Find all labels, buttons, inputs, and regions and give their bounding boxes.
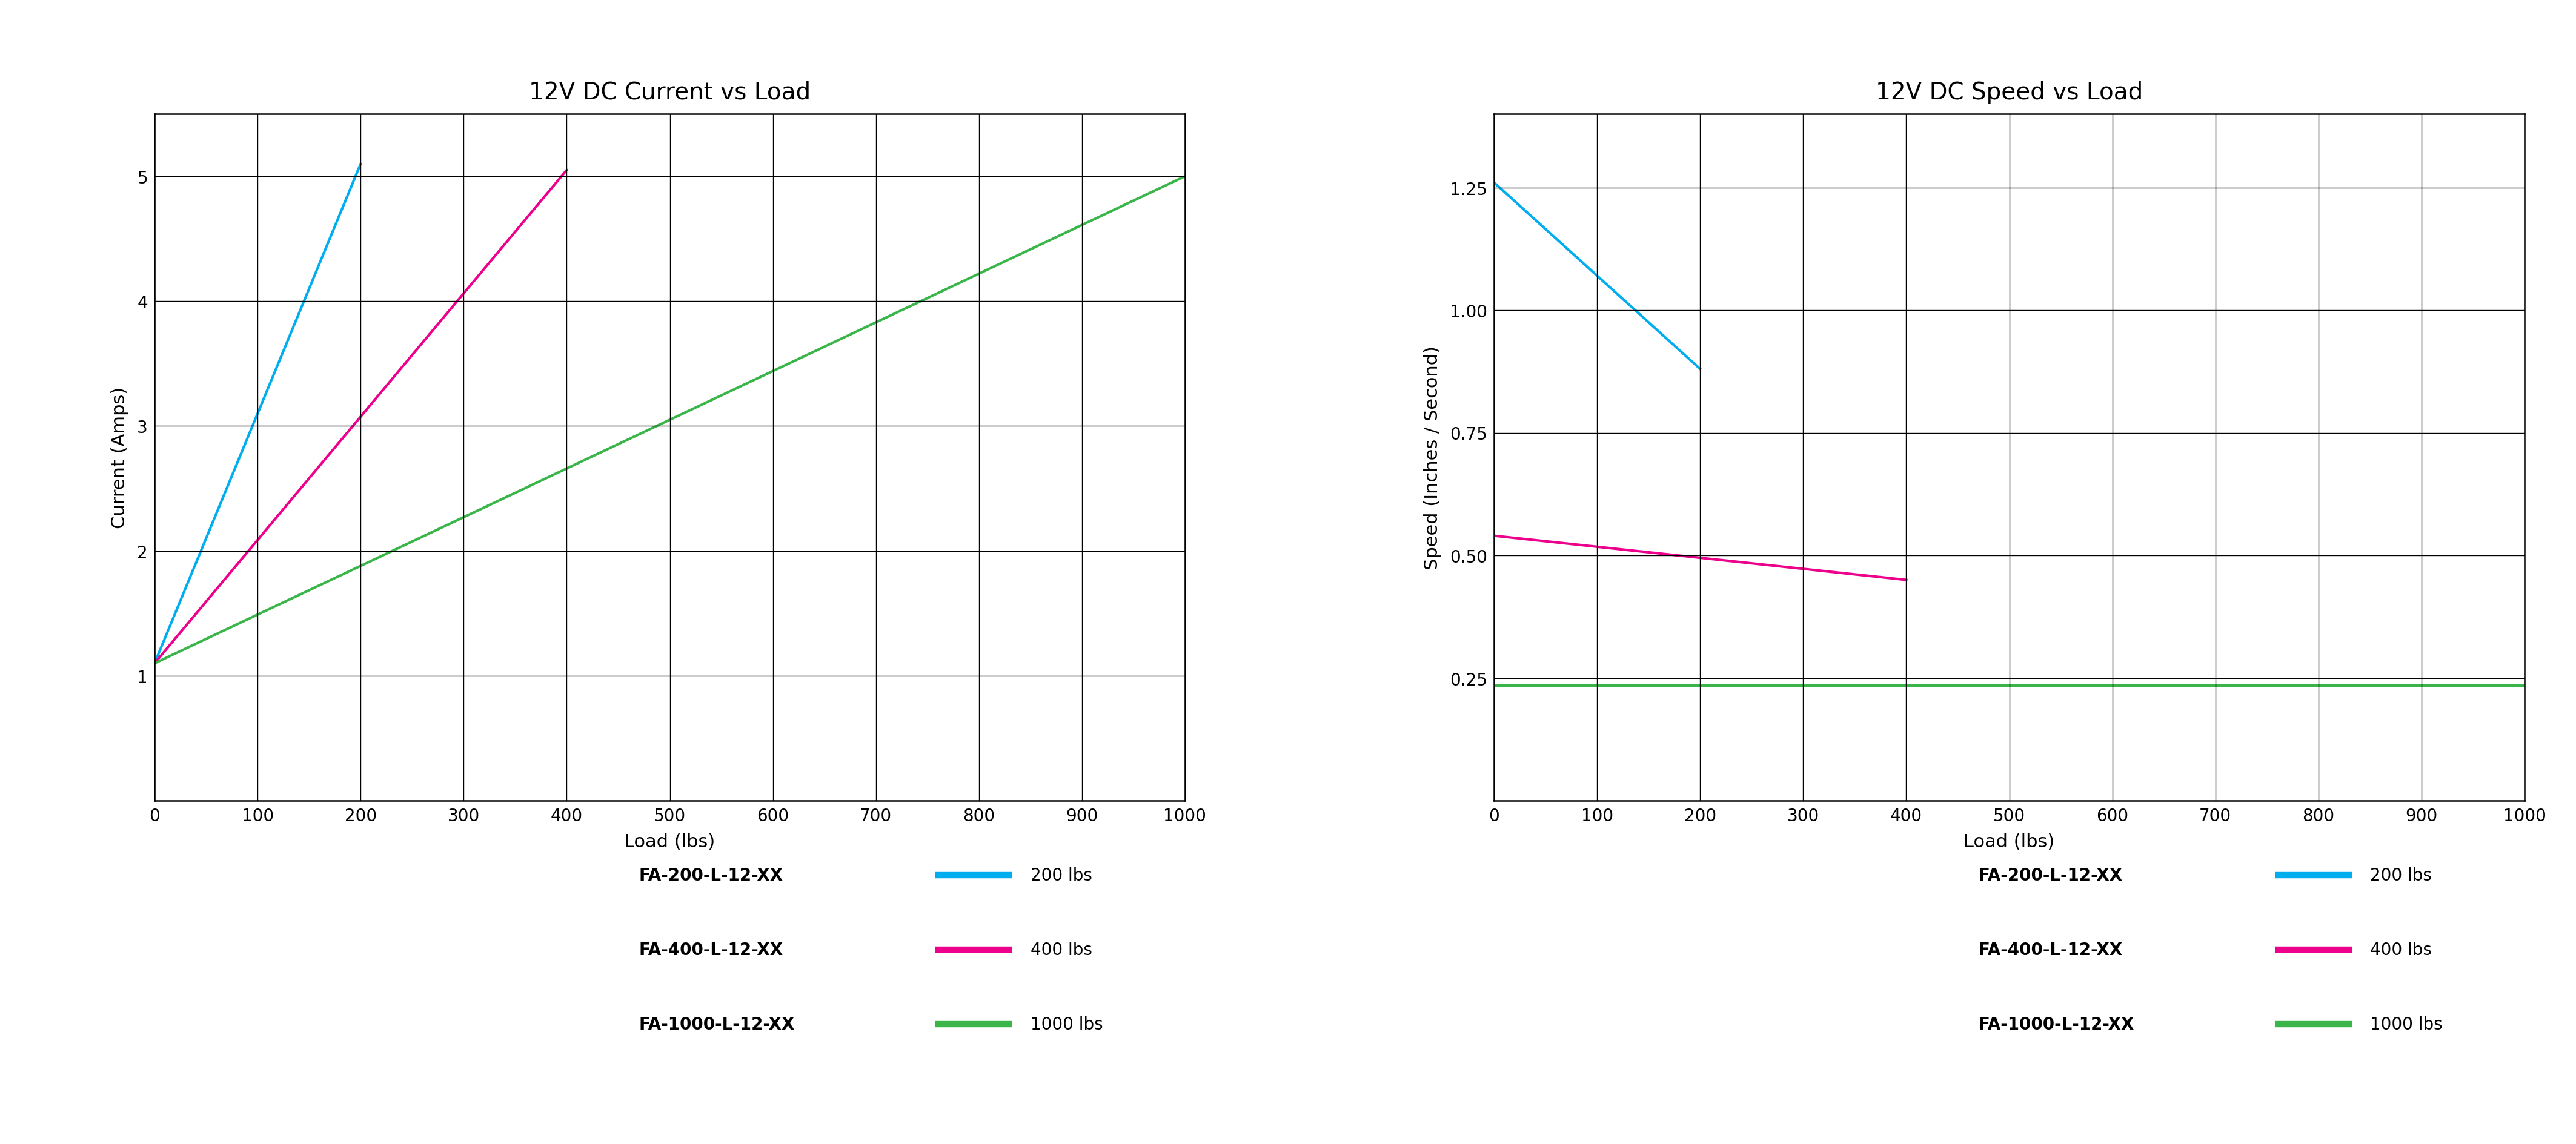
Text: FA-400-L-12-XX: FA-400-L-12-XX [1978,942,2123,958]
Text: 400 lbs: 400 lbs [2370,942,2432,958]
Text: FA-1000-L-12-XX: FA-1000-L-12-XX [1978,1016,2136,1032]
Text: 1000 lbs: 1000 lbs [2370,1016,2442,1032]
Title: 12V DC Speed vs Load: 12V DC Speed vs Load [1875,81,2143,104]
Y-axis label: Speed (Inches / Second): Speed (Inches / Second) [1425,345,1443,570]
Text: 200 lbs: 200 lbs [2370,867,2432,883]
Y-axis label: Current (Amps): Current (Amps) [111,387,129,529]
Text: FA-400-L-12-XX: FA-400-L-12-XX [639,942,783,958]
Text: FA-200-L-12-XX: FA-200-L-12-XX [639,867,783,883]
X-axis label: Load (lbs): Load (lbs) [623,833,716,850]
Text: 400 lbs: 400 lbs [1030,942,1092,958]
X-axis label: Load (lbs): Load (lbs) [1963,833,2056,850]
Text: FA-1000-L-12-XX: FA-1000-L-12-XX [639,1016,796,1032]
Text: 200 lbs: 200 lbs [1030,867,1092,883]
Title: 12V DC Current vs Load: 12V DC Current vs Load [528,81,811,104]
Text: 1000 lbs: 1000 lbs [1030,1016,1103,1032]
Text: FA-200-L-12-XX: FA-200-L-12-XX [1978,867,2123,883]
